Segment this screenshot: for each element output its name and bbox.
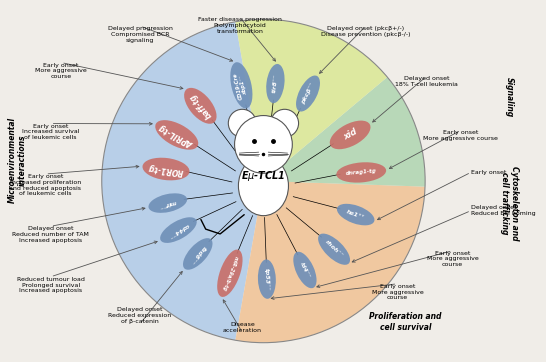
Text: Early onset
Increased proliferation
and reduced apoptosis
of leukemic cells: Early onset Increased proliferation and … — [9, 174, 81, 197]
Text: Faster disease progression
Prolymphocytoid
transformation: Faster disease progression Prolymphocyto… — [198, 17, 282, 34]
Text: miR-29a/b-tg: miR-29a/b-tg — [221, 255, 239, 291]
Ellipse shape — [217, 249, 242, 297]
Text: Cytoskeleton and
cell trafficking: Cytoskeleton and cell trafficking — [500, 166, 519, 241]
Text: Early onset
More aggressive course: Early onset More aggressive course — [423, 130, 498, 141]
Text: Early onset
More aggressive
course: Early onset More aggressive course — [427, 251, 478, 267]
Text: Proliferation and
cell survival: Proliferation and cell survival — [369, 312, 442, 332]
Text: pkcβ⁻⁻: pkcβ⁻⁻ — [300, 82, 316, 105]
Wedge shape — [102, 22, 263, 340]
Text: Delayed onset
Reduced expression
of β-catenin: Delayed onset Reduced expression of β-ca… — [108, 307, 171, 324]
Ellipse shape — [330, 121, 371, 149]
Ellipse shape — [239, 156, 288, 216]
Text: mif⁻⁻: mif⁻⁻ — [158, 199, 177, 207]
Text: baff-tg: baff-tg — [187, 92, 213, 120]
Text: dnrag1-tg: dnrag1-tg — [346, 169, 377, 176]
Text: Delayed onset
18% T-cell leukemia: Delayed onset 18% T-cell leukemia — [395, 76, 458, 87]
Text: CD19-Cre
xbp1⁻⁻: CD19-Cre xbp1⁻⁻ — [233, 71, 250, 100]
Text: rhoh⁻⁻: rhoh⁻⁻ — [324, 239, 344, 259]
Text: Early onset
More aggressive
course: Early onset More aggressive course — [372, 284, 423, 300]
Text: xid: xid — [342, 127, 359, 142]
Text: Early onset
More aggressive
course: Early onset More aggressive course — [35, 63, 87, 79]
Text: Delayed onset (pkcβ+/-)
Disease prevention (pkcβ-/-): Delayed onset (pkcβ+/-) Disease preventi… — [321, 26, 411, 37]
Text: Early onset: Early onset — [471, 170, 506, 175]
Circle shape — [228, 109, 256, 137]
Text: tir8⁻⁻: tir8⁻⁻ — [272, 74, 279, 93]
Ellipse shape — [183, 238, 212, 270]
Ellipse shape — [160, 217, 197, 243]
Text: E$\mu$-TCL1: E$\mu$-TCL1 — [241, 169, 286, 183]
Ellipse shape — [266, 64, 284, 103]
Text: Early onset
Increased survival
of leukemic cells: Early onset Increased survival of leukem… — [22, 123, 79, 140]
Ellipse shape — [258, 260, 276, 299]
Text: hs1⁺⁺: hs1⁺⁺ — [346, 209, 365, 220]
Ellipse shape — [155, 120, 198, 150]
Ellipse shape — [337, 204, 375, 225]
Text: cd44⁻⁻: cd44⁻⁻ — [167, 222, 190, 238]
Text: Reduced tumour load
Prolonged survival
Increased apoptosis: Reduced tumour load Prolonged survival I… — [17, 277, 85, 294]
Text: id4⁻⁻: id4⁻⁻ — [299, 261, 311, 279]
Text: Delayed onset
Reduced BM homing: Delayed onset Reduced BM homing — [471, 205, 536, 216]
Text: tp53⁻⁻: tp53⁻⁻ — [264, 268, 270, 291]
Text: APRIL-tg: APRIL-tg — [158, 122, 195, 148]
Ellipse shape — [296, 76, 320, 111]
Ellipse shape — [336, 162, 386, 182]
Text: ROR1-tg: ROR1-tg — [148, 163, 185, 176]
Wedge shape — [263, 77, 425, 187]
Wedge shape — [235, 181, 425, 343]
Ellipse shape — [318, 233, 350, 265]
Ellipse shape — [149, 193, 187, 213]
Text: fsd6⁻⁻: fsd6⁻⁻ — [188, 244, 207, 264]
Text: Delayed progression
Compromised BCR
signaling: Delayed progression Compromised BCR sign… — [108, 26, 173, 43]
Circle shape — [271, 109, 299, 137]
Ellipse shape — [184, 88, 217, 124]
Ellipse shape — [293, 252, 317, 288]
Text: Disease
acceleration: Disease acceleration — [223, 322, 262, 333]
Ellipse shape — [143, 158, 189, 180]
Text: Signaling: Signaling — [505, 77, 514, 118]
Text: Microenvironmental
interactions: Microenvironmental interactions — [8, 117, 27, 203]
Text: Delayed onset
Reduced number of TAM
Increased apoptosis: Delayed onset Reduced number of TAM Incr… — [12, 226, 89, 243]
Wedge shape — [235, 19, 387, 181]
Circle shape — [235, 115, 292, 173]
Ellipse shape — [230, 62, 252, 109]
